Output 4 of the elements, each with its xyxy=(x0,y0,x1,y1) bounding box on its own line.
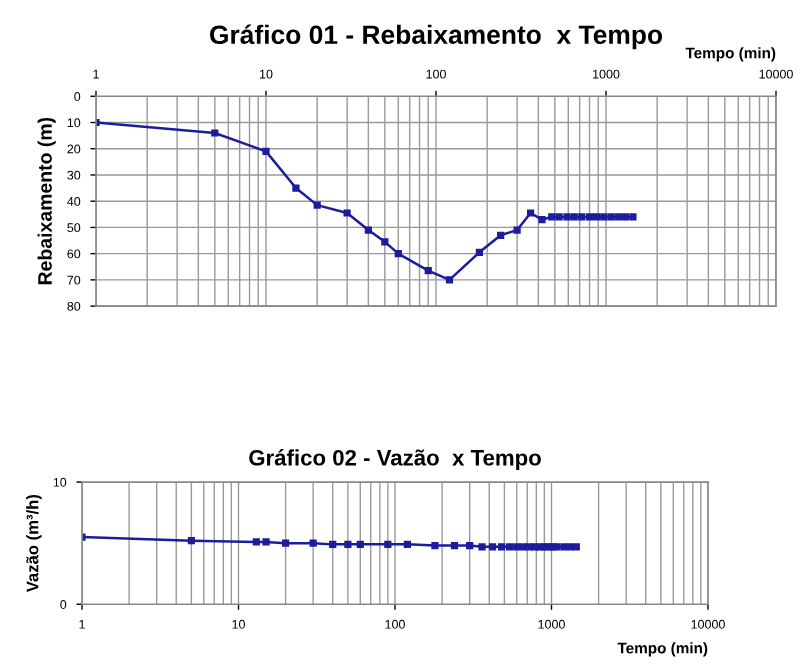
chart-title: Gráfico 01 - Rebaixamento x Tempo xyxy=(210,24,663,50)
chart-title: Gráfico 02 - Vazão x Tempo xyxy=(249,449,541,471)
y-axis-title: Vazão (m³/h) xyxy=(26,494,42,593)
y-axis-title: Rebaixamento (m) xyxy=(37,117,56,285)
